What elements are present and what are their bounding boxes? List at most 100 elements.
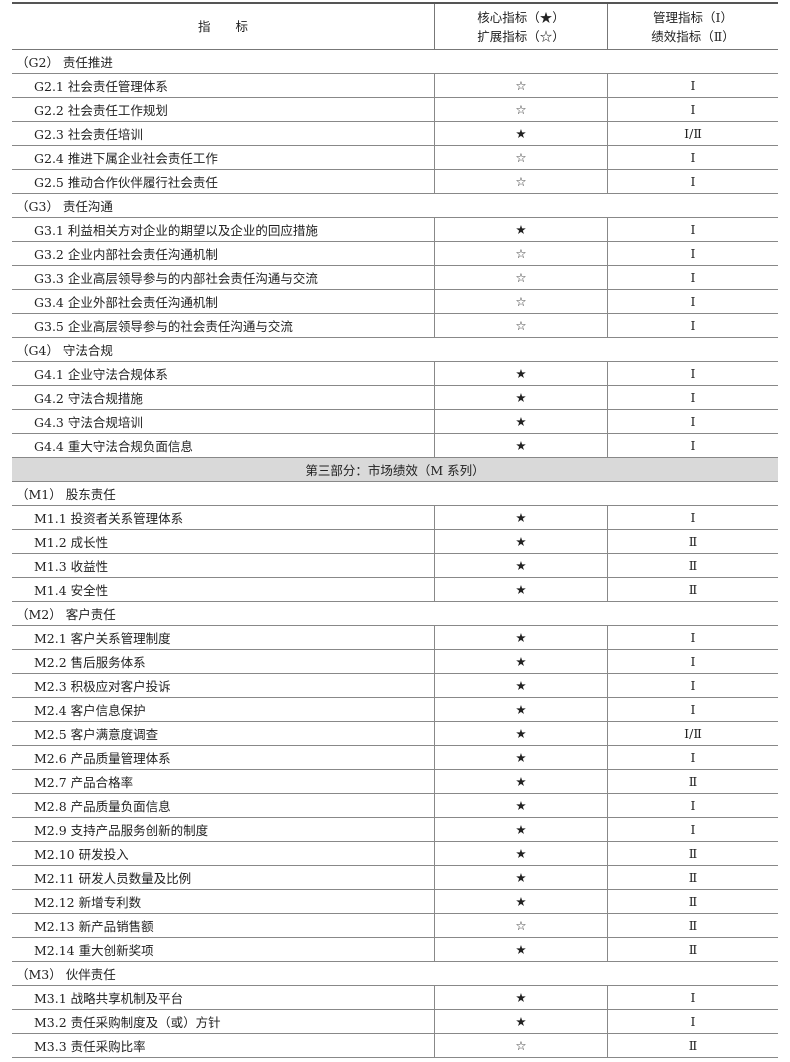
table-header: 指 标 核心指标（★） 扩展指标（☆） 管理指标（Ⅰ） 绩效指标（Ⅱ） [12, 2, 778, 50]
core-mark: ☆ [434, 265, 608, 290]
core-mark: ★ [434, 985, 608, 1010]
table-row: G3.2 企业内部社会责任沟通机制 ☆ Ⅰ [12, 241, 778, 266]
indicator-type: Ⅰ [607, 385, 778, 410]
group-label: （M2） 客户责任 [12, 601, 778, 626]
core-mark: ★ [434, 841, 608, 866]
core-mark: ★ [434, 505, 608, 530]
core-mark: ★ [434, 577, 608, 602]
indicator-type: Ⅰ [607, 169, 778, 194]
group-row: （G3） 责任沟通 [12, 193, 778, 218]
indicator-name: M2.7 产品合格率 [12, 769, 435, 794]
indicator-name: G2.5 推动合作伙伴履行社会责任 [12, 169, 435, 194]
header-type: 管理指标（Ⅰ） 绩效指标（Ⅱ） [607, 2, 778, 50]
header-core-extended: 核心指标（★） 扩展指标（☆） [434, 2, 608, 50]
indicator-type: Ⅰ [607, 433, 778, 458]
table-row: G3.4 企业外部社会责任沟通机制 ☆ Ⅰ [12, 289, 778, 314]
core-mark: ★ [434, 529, 608, 554]
table-row: M2.12 新增专利数 ★ Ⅱ [12, 889, 778, 914]
group-row: （M3） 伙伴责任 [12, 961, 778, 986]
table-row: M2.9 支持产品服务创新的制度 ★ Ⅰ [12, 817, 778, 842]
core-mark: ★ [434, 361, 608, 386]
table-row: M2.13 新产品销售额 ☆ Ⅱ [12, 913, 778, 938]
indicator-type: Ⅰ/Ⅱ [607, 121, 778, 146]
table-row: M2.14 重大创新奖项 ★ Ⅱ [12, 937, 778, 962]
table-row: G3.5 企业高层领导参与的社会责任沟通与交流 ☆ Ⅰ [12, 313, 778, 338]
indicator-name: M2.3 积极应对客户投诉 [12, 673, 435, 698]
header-management: 管理指标（Ⅰ） [653, 9, 733, 25]
core-mark: ★ [434, 553, 608, 578]
indicator-type: Ⅰ [607, 745, 778, 770]
indicator-type: Ⅰ [607, 985, 778, 1010]
indicator-type: Ⅰ [607, 241, 778, 266]
core-mark: ★ [434, 121, 608, 146]
indicator-name: M3.3 责任采购比率 [12, 1033, 435, 1058]
group-row: （G2） 责任推进 [12, 49, 778, 74]
table-row: G4.2 守法合规措施 ★ Ⅰ [12, 385, 778, 410]
indicator-type: Ⅱ [607, 889, 778, 914]
indicator-name: M2.8 产品质量负面信息 [12, 793, 435, 818]
table-row: M2.8 产品质量负面信息 ★ Ⅰ [12, 793, 778, 818]
core-mark: ★ [434, 889, 608, 914]
group-label: （G2） 责任推进 [12, 49, 778, 74]
core-mark: ★ [434, 937, 608, 962]
core-mark: ★ [434, 409, 608, 434]
core-mark: ☆ [434, 913, 608, 938]
table-row: M2.11 研发人员数量及比例 ★ Ⅱ [12, 865, 778, 890]
indicator-name: M2.14 重大创新奖项 [12, 937, 435, 962]
indicator-name: M2.11 研发人员数量及比例 [12, 865, 435, 890]
indicator-name: M2.1 客户关系管理制度 [12, 625, 435, 650]
table-row: M3.1 战略共享机制及平台 ★ Ⅰ [12, 985, 778, 1010]
table-row: M2.3 积极应对客户投诉 ★ Ⅰ [12, 673, 778, 698]
indicator-name: M1.2 成长性 [12, 529, 435, 554]
indicator-type: Ⅰ [607, 505, 778, 530]
indicator-name: M2.2 售后服务体系 [12, 649, 435, 674]
table-row: G2.2 社会责任工作规划 ☆ Ⅰ [12, 97, 778, 122]
indicator-type: Ⅰ [607, 265, 778, 290]
table-row: M2.4 客户信息保护 ★ Ⅰ [12, 697, 778, 722]
table-row: M1.3 收益性 ★ Ⅱ [12, 553, 778, 578]
core-mark: ★ [434, 673, 608, 698]
indicator-type: Ⅱ [607, 577, 778, 602]
indicator-name: G3.5 企业高层领导参与的社会责任沟通与交流 [12, 313, 435, 338]
core-mark: ☆ [434, 289, 608, 314]
indicator-name: M1.4 安全性 [12, 577, 435, 602]
core-mark: ☆ [434, 313, 608, 338]
group-label: （G3） 责任沟通 [12, 193, 778, 218]
indicator-type: Ⅱ [607, 553, 778, 578]
indicator-name: M3.2 责任采购制度及（或）方针 [12, 1009, 435, 1034]
indicator-name: G3.3 企业高层领导参与的内部社会责任沟通与交流 [12, 265, 435, 290]
group-row: （M2） 客户责任 [12, 601, 778, 626]
core-mark: ★ [434, 217, 608, 242]
table-row: G3.3 企业高层领导参与的内部社会责任沟通与交流 ☆ Ⅰ [12, 265, 778, 290]
header-extended: 扩展指标（☆） [477, 28, 565, 44]
indicator-name: G4.4 重大守法合规负面信息 [12, 433, 435, 458]
indicator-type: Ⅰ [607, 73, 778, 98]
indicator-type: Ⅰ [607, 361, 778, 386]
core-mark: ☆ [434, 97, 608, 122]
core-mark: ☆ [434, 1033, 608, 1058]
table-row: M2.2 售后服务体系 ★ Ⅰ [12, 649, 778, 674]
core-mark: ★ [434, 745, 608, 770]
indicator-type: Ⅱ [607, 841, 778, 866]
indicator-type: Ⅰ [607, 649, 778, 674]
section-label: 第三部分：市场绩效（M 系列） [12, 457, 778, 482]
indicator-type: Ⅱ [607, 937, 778, 962]
table-row: G4.1 企业守法合规体系 ★ Ⅰ [12, 361, 778, 386]
indicator-name: M3.1 战略共享机制及平台 [12, 985, 435, 1010]
indicator-name: M1.3 收益性 [12, 553, 435, 578]
core-mark: ☆ [434, 73, 608, 98]
indicator-type: Ⅰ [607, 97, 778, 122]
core-mark: ★ [434, 769, 608, 794]
indicator-name: G4.3 守法合规培训 [12, 409, 435, 434]
indicator-name: M2.9 支持产品服务创新的制度 [12, 817, 435, 842]
table-row: G2.3 社会责任培训 ★ Ⅰ/Ⅱ [12, 121, 778, 146]
indicator-name: G4.1 企业守法合规体系 [12, 361, 435, 386]
indicator-name: G2.2 社会责任工作规划 [12, 97, 435, 122]
indicator-name: G2.1 社会责任管理体系 [12, 73, 435, 98]
indicator-type: Ⅰ [607, 409, 778, 434]
header-indicator: 指 标 [12, 2, 435, 50]
indicator-type: Ⅱ [607, 529, 778, 554]
core-mark: ☆ [434, 169, 608, 194]
indicator-name: M2.12 新增专利数 [12, 889, 435, 914]
core-mark: ★ [434, 865, 608, 890]
